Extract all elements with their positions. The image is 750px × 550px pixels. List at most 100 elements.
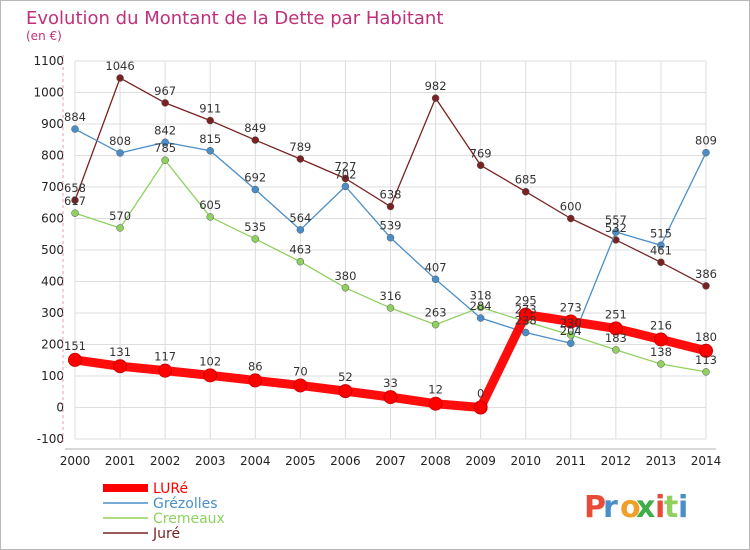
data-label: 789 (289, 140, 311, 154)
data-label: 380 (334, 269, 356, 283)
series-point (476, 314, 485, 322)
series-point (386, 304, 395, 312)
series-point (248, 373, 263, 388)
data-label: 600 (560, 200, 582, 214)
y-tick-label: 800 (41, 149, 64, 163)
series-point (386, 202, 395, 211)
series-point (657, 241, 665, 250)
series-point (296, 155, 305, 163)
data-label: 273 (560, 301, 582, 315)
x-tick-label: 2012 (601, 454, 632, 468)
data-label: 113 (695, 353, 717, 367)
series-point (699, 343, 713, 358)
y-tick-label: 600 (41, 212, 64, 226)
logo-letter: i (678, 490, 688, 525)
data-label: 605 (199, 198, 221, 212)
series-point (251, 136, 260, 144)
data-label: 638 (380, 188, 402, 202)
series-point (521, 328, 530, 337)
series-point (657, 360, 665, 368)
y-tick-label: 400 (41, 275, 64, 289)
series-point (116, 224, 124, 232)
series-point (71, 125, 79, 133)
data-label: 785 (154, 141, 176, 155)
x-tick-label: 2008 (420, 454, 451, 468)
x-tick-label: 2006 (330, 454, 361, 468)
series-point (71, 196, 79, 204)
series-point (476, 161, 485, 170)
x-tick-label: 2002 (150, 454, 181, 468)
y-tick-label: 500 (41, 243, 64, 257)
series-point (431, 320, 440, 329)
data-label: 658 (64, 181, 86, 195)
series-point (428, 396, 443, 411)
data-label: 316 (380, 289, 402, 303)
data-label: 692 (244, 171, 266, 185)
series-point (431, 94, 440, 102)
data-label: 564 (289, 211, 311, 225)
data-label: 52 (338, 370, 353, 384)
series-point (341, 182, 350, 191)
x-tick-label: 2011 (556, 454, 587, 468)
data-label: 967 (154, 84, 176, 98)
data-label: 407 (425, 260, 447, 274)
data-label: 12 (428, 383, 443, 397)
series-point (161, 99, 169, 107)
series-point (702, 368, 710, 376)
y-tick-label: 0 (56, 401, 64, 415)
series-point (657, 258, 665, 267)
data-label: 263 (425, 306, 447, 320)
data-label: 273 (515, 303, 537, 317)
y-tick-label: 700 (41, 180, 64, 194)
data-label: 884 (64, 110, 86, 124)
data-label: 808 (109, 134, 131, 148)
data-label: 204 (560, 324, 582, 338)
series-point (206, 147, 214, 155)
data-label: 463 (289, 243, 311, 257)
series-point (251, 235, 260, 243)
series-point (386, 233, 395, 242)
logo-letter: o (620, 490, 641, 525)
series-point (71, 209, 79, 217)
data-label: 557 (605, 213, 627, 227)
data-label: 809 (695, 134, 717, 148)
x-tick-label: 2001 (105, 454, 136, 468)
series-point (612, 228, 620, 236)
data-label: 539 (380, 219, 402, 233)
data-label: 180 (695, 330, 717, 344)
legend-label: Grézolles (153, 496, 218, 512)
grid (74, 60, 707, 440)
data-label: 727 (334, 159, 356, 173)
logo-letter: r (603, 490, 618, 525)
series-point (296, 257, 305, 266)
data-label: 849 (244, 121, 266, 135)
y-tick-label: -100 (37, 432, 64, 446)
x-tick-label: 2014 (691, 454, 722, 468)
data-label: 702 (334, 167, 356, 181)
data-label: 70 (293, 364, 308, 378)
data-label: 982 (425, 79, 447, 93)
series-point (473, 400, 488, 415)
y-tick-label: 900 (41, 117, 64, 131)
legend-label: Juré (152, 526, 180, 542)
data-label: 532 (605, 221, 627, 235)
data-label: 230 (560, 316, 582, 330)
data-label: 1046 (105, 59, 134, 73)
data-label: 151 (64, 339, 86, 353)
y-tick-label: 300 (41, 306, 64, 320)
series-point (431, 275, 440, 284)
logo-letter: t (664, 490, 678, 525)
data-label: 815 (199, 132, 221, 146)
logo-letter: i (655, 490, 665, 525)
data-label: 617 (64, 194, 86, 208)
x-tick-label: 2013 (646, 454, 677, 468)
series-point (612, 346, 620, 354)
legend-label: Cremeaux (153, 511, 225, 527)
series-point (161, 156, 169, 164)
data-label: 535 (244, 220, 266, 234)
data-label: 251 (605, 307, 627, 321)
data-label: 102 (199, 354, 221, 368)
series-point (702, 282, 710, 290)
